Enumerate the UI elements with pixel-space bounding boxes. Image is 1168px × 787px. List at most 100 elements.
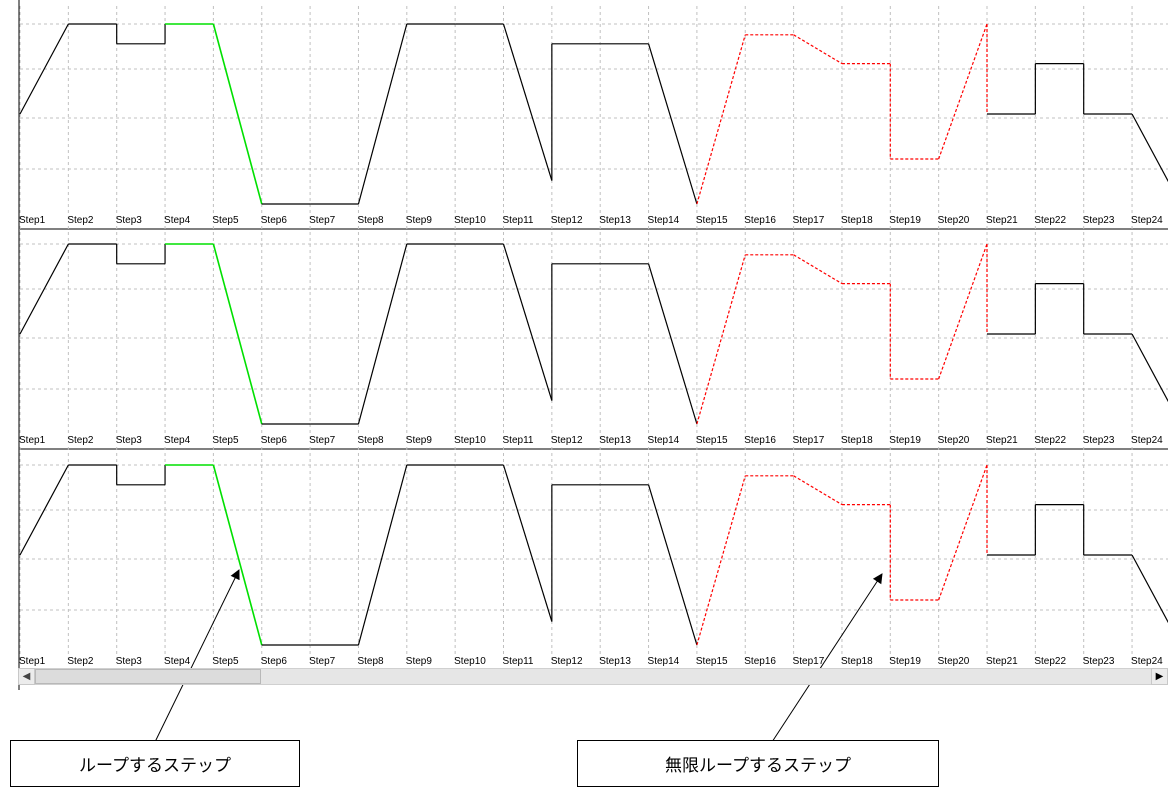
step-label: Step2 bbox=[67, 435, 94, 446]
chart-panel-1: Step1 Step2 Step3 Step4 Step5 Step6 Step7 Step8… bbox=[19, 6, 1168, 230]
step-label: Step19 bbox=[889, 215, 921, 226]
step-label: Step11 bbox=[503, 656, 534, 667]
step-label: Step20 bbox=[938, 656, 970, 667]
chart-panel-3: Step1 Step2 Step3 Step4 Step5 Step6 Step7 Step8… bbox=[19, 447, 1168, 671]
series-segment-red bbox=[696, 34, 746, 205]
step-label: Step24 bbox=[1131, 215, 1163, 226]
step-label: Step15 bbox=[696, 656, 728, 667]
series-segment-black bbox=[357, 23, 408, 205]
step-label: Step5 bbox=[212, 656, 239, 667]
step-label: Step16 bbox=[744, 435, 776, 446]
series-segment-red bbox=[696, 254, 746, 425]
scroll-right-button[interactable]: ▶ bbox=[1151, 668, 1168, 685]
callout-loop-step: ループするステップ bbox=[10, 740, 300, 787]
step-label: Step12 bbox=[551, 215, 583, 226]
step-label: Step10 bbox=[454, 656, 486, 667]
step-label: Step9 bbox=[406, 215, 433, 226]
step-label: Step14 bbox=[648, 215, 680, 226]
series-segment-black bbox=[502, 464, 553, 622]
step-label: Step15 bbox=[696, 215, 728, 226]
step-label: Step2 bbox=[67, 215, 94, 226]
series-segment-black bbox=[1131, 333, 1168, 403]
series-segment-red bbox=[938, 464, 988, 601]
series-segment-black bbox=[357, 464, 408, 646]
series-segment-black bbox=[19, 464, 69, 556]
series-segment-black bbox=[357, 243, 408, 425]
step-label: Step23 bbox=[1083, 435, 1115, 446]
step-label: Step12 bbox=[551, 656, 583, 667]
step-label: Step15 bbox=[696, 435, 728, 446]
series-segment-black bbox=[647, 484, 698, 646]
step-label: Step16 bbox=[744, 656, 776, 667]
series-segment-red bbox=[793, 254, 843, 285]
step-label: Step7 bbox=[309, 656, 336, 667]
step-label: Step24 bbox=[1131, 656, 1163, 667]
step-label: Step1 bbox=[19, 215, 46, 226]
step-label: Step19 bbox=[889, 656, 921, 667]
series-segment-red bbox=[793, 34, 843, 65]
horizontal-scrollbar[interactable]: ◀ ▶ bbox=[18, 668, 1168, 685]
step-label: Step22 bbox=[1034, 656, 1066, 667]
step-label: Step6 bbox=[261, 656, 288, 667]
step-label: Step4 bbox=[164, 435, 191, 446]
step-label: Step1 bbox=[19, 656, 46, 667]
step-label: Step12 bbox=[551, 435, 583, 446]
step-label: Step2 bbox=[67, 656, 94, 667]
series-segment-black bbox=[19, 23, 69, 115]
series-segment-black bbox=[502, 23, 553, 181]
series-segment-black bbox=[502, 243, 553, 401]
step-label: Step17 bbox=[793, 435, 825, 446]
step-label: Step23 bbox=[1083, 656, 1115, 667]
step-label: Step3 bbox=[116, 435, 143, 446]
step-label: Step19 bbox=[889, 435, 921, 446]
step-label: Step20 bbox=[938, 215, 970, 226]
series-segment-red bbox=[793, 475, 843, 506]
step-label: Step16 bbox=[744, 215, 776, 226]
step-label: Step5 bbox=[212, 435, 239, 446]
callout-arrow-infinite-loop-step bbox=[771, 573, 883, 743]
step-label: Step3 bbox=[116, 215, 143, 226]
series-segment-red bbox=[938, 23, 988, 160]
series-segment-black bbox=[1131, 113, 1168, 183]
step-label: Step13 bbox=[599, 435, 631, 446]
step-label: Step18 bbox=[841, 656, 873, 667]
step-label: Step4 bbox=[164, 215, 191, 226]
scroll-thumb[interactable] bbox=[35, 669, 261, 684]
step-label: Step8 bbox=[357, 215, 384, 226]
series-segment-red bbox=[938, 243, 988, 380]
step-label: Step6 bbox=[261, 215, 288, 226]
step-label: Step22 bbox=[1034, 215, 1066, 226]
step-label: Step21 bbox=[986, 656, 1018, 667]
step-label: Step10 bbox=[454, 435, 486, 446]
step-label: Step9 bbox=[406, 435, 433, 446]
series-segment-green bbox=[212, 243, 263, 425]
step-label: Step3 bbox=[116, 656, 143, 667]
step-label: Step21 bbox=[986, 215, 1018, 226]
step-label: Step7 bbox=[309, 435, 336, 446]
step-label: Step17 bbox=[793, 215, 825, 226]
step-label: Step6 bbox=[261, 435, 288, 446]
step-label: Step8 bbox=[357, 656, 384, 667]
step-label: Step4 bbox=[164, 656, 191, 667]
step-label: Step9 bbox=[406, 656, 433, 667]
step-label: Step20 bbox=[938, 435, 970, 446]
series-segment-green bbox=[212, 464, 263, 646]
callout-infinite-loop-step: 無限ループするステップ bbox=[577, 740, 939, 787]
step-label: Step22 bbox=[1034, 435, 1066, 446]
callout-infinite-loop-step-text: 無限ループするステップ bbox=[665, 756, 851, 776]
step-label: Step17 bbox=[793, 656, 825, 667]
series-segment-black bbox=[19, 243, 69, 335]
scroll-left-button[interactable]: ◀ bbox=[18, 668, 35, 685]
step-label: Step21 bbox=[986, 435, 1018, 446]
step-label: Step1 bbox=[19, 435, 46, 446]
series-segment-black bbox=[647, 263, 698, 425]
step-label: Step7 bbox=[309, 215, 336, 226]
series-segment-green bbox=[212, 23, 263, 205]
step-label: Step14 bbox=[648, 656, 680, 667]
series-segment-black bbox=[1131, 554, 1168, 624]
series-segment-red bbox=[696, 475, 746, 646]
step-label: Step10 bbox=[454, 215, 486, 226]
step-label: Step14 bbox=[648, 435, 680, 446]
step-label: Step24 bbox=[1131, 435, 1163, 446]
